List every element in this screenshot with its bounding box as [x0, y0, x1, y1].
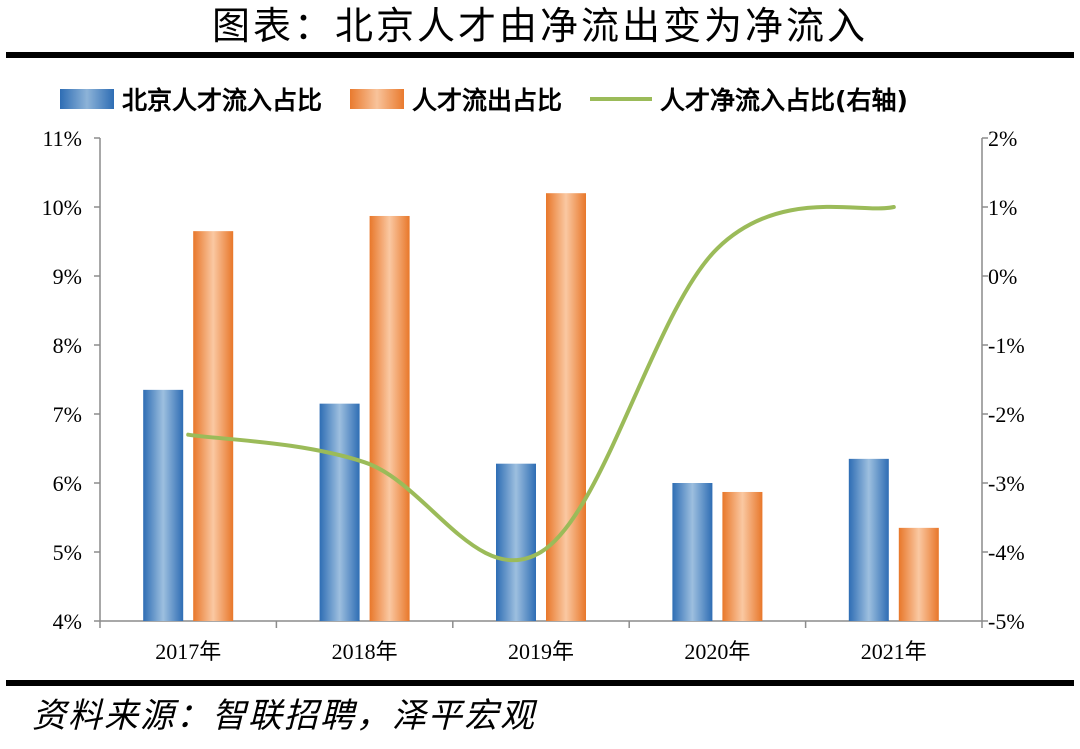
bar-inflow — [848, 458, 889, 621]
x-tick-label: 2019年 — [508, 639, 574, 664]
left-tick-label: 11% — [42, 126, 82, 151]
right-tick-label: -4% — [988, 540, 1025, 565]
legend-item-inflow: 北京人才流入占比 — [60, 81, 322, 117]
legend-label-outflow: 人才流出占比 — [412, 86, 563, 115]
right-tick-label: -2% — [988, 402, 1025, 427]
x-tick-label: 2017年 — [155, 639, 221, 664]
bar-outflow — [193, 231, 234, 621]
bottom-rule — [6, 680, 1074, 686]
bars-group — [143, 193, 939, 621]
legend-swatch-net — [590, 97, 653, 101]
bar-outflow — [369, 215, 410, 621]
bar-inflow — [496, 463, 536, 621]
right-tick-label: 0% — [988, 264, 1017, 289]
left-tick-label: 7% — [53, 402, 82, 427]
right-tick-label: -1% — [988, 333, 1025, 358]
tick-labels-group: 4% 5% 6% 7% 8% 9% 10% 11% -5% -4% -3% -2% -1% 0% 1% 2% 2… — [42, 126, 1025, 664]
left-tick-label: 5% — [53, 540, 82, 565]
legend-swatch-outflow — [350, 89, 405, 109]
legend-item-net: 人才净流入占比(右轴) — [590, 81, 908, 117]
right-tick-label: 1% — [988, 195, 1017, 220]
legend-item-outflow: 人才流出占比 — [350, 81, 562, 117]
combo-chart: 4% 5% 6% 7% 8% 9% 10% 11% -5% -4% -3% -2% -1% 0% 1% 2% 2… — [42, 126, 1025, 664]
right-tick-label: -3% — [988, 471, 1025, 496]
chart-title: 图表：北京人才由净流出变为净流入 — [211, 4, 868, 48]
line-net-inflow — [186, 204, 896, 563]
left-tick-label: 9% — [53, 264, 82, 289]
bar-inflow — [143, 389, 184, 621]
bar-outflow — [898, 527, 939, 621]
legend-label-net: 人才净流入占比(右轴) — [660, 86, 908, 115]
left-tick-label: 8% — [53, 333, 82, 358]
left-tick-label: 4% — [53, 609, 82, 634]
bar-outflow — [722, 491, 763, 621]
right-tick-label: -5% — [988, 609, 1025, 634]
line-group — [186, 204, 896, 563]
legend-swatch-inflow — [60, 89, 114, 109]
axes-group — [94, 137, 988, 628]
x-tick-label: 2020年 — [684, 639, 750, 664]
right-tick-label: 2% — [988, 126, 1017, 151]
x-tick-label: 2021年 — [861, 639, 927, 664]
legend: 北京人才流入占比 人才流出占比 人才净流入占比(右轴) — [60, 82, 936, 116]
x-tick-label: 2018年 — [332, 639, 398, 664]
bar-inflow — [672, 483, 713, 621]
top-rule — [6, 52, 1074, 58]
source-note: 资料来源：智联招聘，泽平宏观 — [32, 696, 536, 736]
legend-label-inflow: 北京人才流入占比 — [122, 86, 323, 115]
left-tick-label: 6% — [53, 471, 82, 496]
bar-outflow — [546, 193, 586, 621]
bar-inflow — [319, 403, 360, 621]
left-tick-label: 10% — [42, 195, 82, 220]
